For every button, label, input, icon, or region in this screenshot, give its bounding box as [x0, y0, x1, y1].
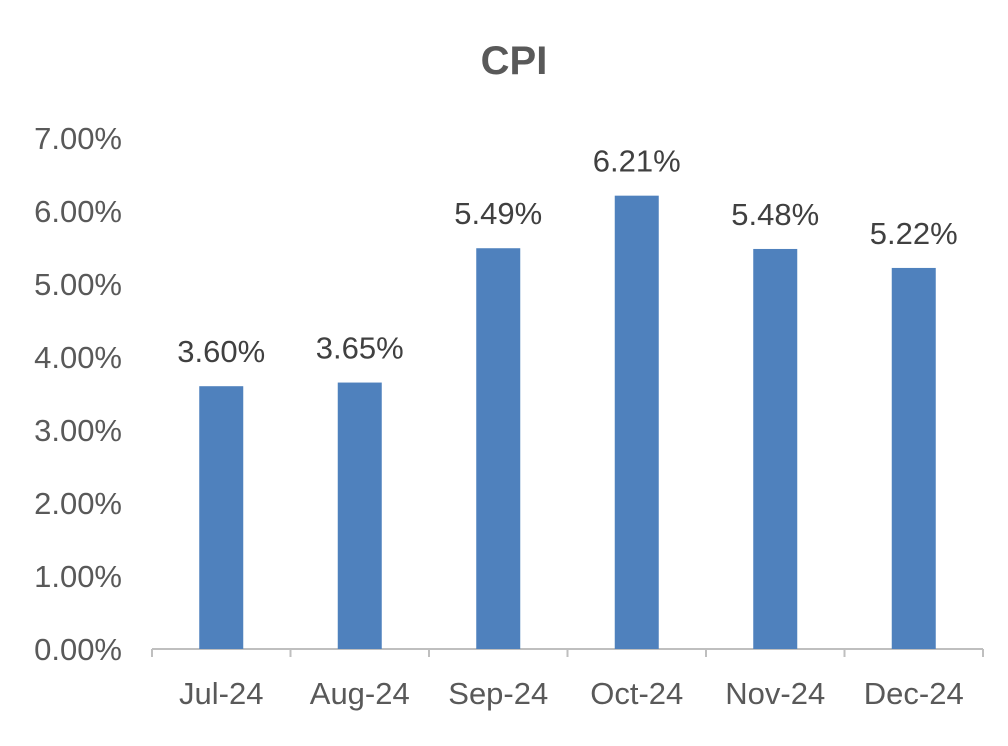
data-label: 6.21% [593, 144, 681, 179]
x-tick-label: Nov-24 [725, 676, 825, 711]
data-label: 3.60% [177, 334, 265, 369]
bars [199, 195, 936, 650]
data-label: 5.49% [454, 196, 542, 231]
y-tick-label: 5.00% [34, 267, 122, 302]
bar [614, 195, 659, 650]
y-tick-label: 3.00% [34, 413, 122, 448]
y-tick-label: 7.00% [34, 121, 122, 156]
data-label: 3.65% [316, 331, 404, 366]
y-tick-label: 6.00% [34, 194, 122, 229]
data-label: 5.22% [870, 216, 958, 251]
bar [891, 267, 936, 649]
y-tick-label: 2.00% [34, 486, 122, 521]
y-tick-label: 1.00% [34, 559, 122, 594]
data-label: 5.48% [731, 197, 819, 232]
y-tick-label: 4.00% [34, 340, 122, 375]
x-tick-label: Jul-24 [179, 676, 263, 711]
x-tick-label: Sep-24 [448, 676, 548, 711]
x-tick-label: Aug-24 [310, 676, 410, 711]
bar [337, 382, 382, 649]
chart-title: CPI [481, 39, 548, 83]
bar [753, 248, 798, 649]
y-tick-label: 0.00% [34, 632, 122, 667]
x-tick-label: Dec-24 [864, 676, 964, 711]
bar [199, 386, 244, 649]
y-axis: 0.00% 1.00% 2.00% 3.00% 4.00% 5.00% 6.00% 7.00% [34, 121, 122, 667]
x-axis: Jul-24 Aug-24 Sep-24 Oct-24 Nov-24 Dec-24 [151, 648, 984, 711]
data-labels: 3.60% 3.65% 5.49% 6.21% 5.48% 5.22% [177, 144, 957, 370]
bar [476, 248, 521, 650]
x-tick-label: Oct-24 [590, 676, 683, 711]
